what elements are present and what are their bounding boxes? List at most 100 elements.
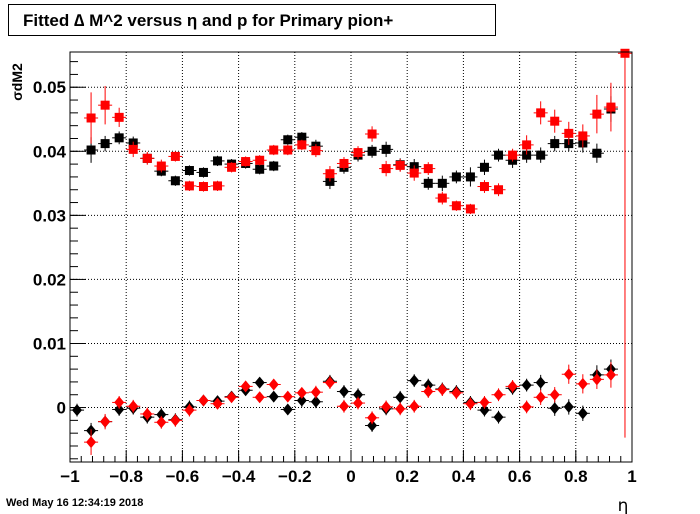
data-point — [84, 92, 99, 144]
data-point — [421, 385, 436, 398]
square-marker — [100, 139, 110, 149]
diamond-marker — [142, 407, 153, 420]
data-point — [519, 135, 534, 155]
square-marker — [325, 169, 335, 179]
diamond-marker — [409, 400, 420, 413]
diamond-marker — [282, 390, 293, 403]
square-marker — [409, 168, 419, 178]
data-point — [154, 415, 169, 429]
data-point — [463, 167, 478, 187]
data-point — [196, 167, 211, 178]
data-point — [505, 380, 520, 393]
diamond-marker — [493, 388, 504, 401]
square-marker — [437, 193, 447, 203]
square-marker — [367, 129, 377, 139]
square-marker — [494, 150, 504, 160]
x-tick-label: 0.2 — [395, 467, 419, 486]
data-point — [421, 162, 436, 175]
data-point — [379, 141, 394, 158]
square-marker — [198, 167, 208, 177]
data-point — [112, 107, 127, 127]
data-point — [238, 156, 253, 167]
square-marker — [536, 150, 546, 160]
diamond-marker — [577, 407, 588, 420]
data-point — [336, 157, 351, 170]
data-point — [252, 391, 267, 404]
data-point — [351, 396, 366, 410]
data-point — [182, 180, 197, 192]
data-point — [533, 101, 548, 125]
data-point — [182, 403, 197, 417]
diamond-marker — [338, 400, 349, 413]
data-point — [210, 180, 225, 192]
square-marker — [114, 112, 124, 122]
diamond-marker — [521, 400, 532, 413]
data-point — [575, 124, 590, 148]
square-marker — [184, 181, 194, 191]
diamond-marker — [549, 402, 560, 415]
square-marker — [564, 128, 574, 138]
data-point — [224, 391, 239, 404]
data-point — [519, 400, 534, 414]
diamond-marker — [535, 376, 546, 389]
square-marker — [522, 150, 532, 160]
data-point — [266, 144, 281, 156]
data-point — [547, 135, 562, 152]
data-point — [407, 165, 422, 181]
square-marker — [128, 144, 138, 154]
x-tick-label: −0.6 — [166, 467, 200, 486]
x-tick-label: −0.2 — [278, 467, 312, 486]
square-marker — [592, 109, 602, 119]
diamond-marker — [156, 416, 167, 429]
x-tick-label: 1 — [627, 467, 636, 486]
square-marker — [423, 178, 433, 188]
diamond-marker — [338, 385, 349, 398]
diamond-marker — [409, 374, 420, 387]
data-point — [421, 176, 436, 190]
data-point — [168, 413, 183, 427]
square-marker — [522, 140, 532, 150]
data-point — [266, 390, 281, 403]
square-marker — [241, 157, 251, 167]
diamond-marker — [100, 415, 111, 428]
data-point — [182, 165, 197, 176]
square-marker — [114, 133, 124, 143]
data-point — [252, 155, 267, 166]
x-tick-label: 0.8 — [564, 467, 588, 486]
data-point — [463, 397, 478, 411]
data-point — [365, 411, 380, 425]
series-4 — [84, 362, 618, 455]
data-point — [477, 396, 492, 409]
data-point — [561, 364, 576, 384]
data-point — [547, 387, 562, 403]
diamond-marker — [268, 378, 279, 391]
square-marker — [283, 145, 293, 155]
square-marker — [269, 145, 279, 155]
data-point — [294, 386, 309, 399]
square-marker — [367, 146, 377, 156]
data-point — [561, 121, 576, 145]
plot-frame — [69, 51, 633, 463]
data-point — [603, 82, 618, 132]
square-marker — [381, 144, 391, 154]
diamond-marker — [310, 395, 321, 408]
diamond-marker — [310, 386, 321, 399]
y-tick-label: 0.05 — [33, 78, 66, 97]
data-point — [140, 407, 155, 421]
square-marker — [156, 161, 166, 171]
square-marker — [170, 151, 180, 161]
tick-labels: −1 −0.8 −0.6 −0.4 −0.2 0 0.2 0.4 0.6 0.8 1 0 0.01 0.0… — [33, 78, 637, 486]
timestamp: Wed May 16 12:34:19 2018 — [6, 497, 144, 509]
diamond-marker — [114, 396, 125, 409]
data-point — [280, 403, 295, 416]
data-point — [365, 144, 380, 158]
y-tick-label: 0.01 — [33, 334, 66, 353]
data-point — [435, 191, 450, 205]
diamond-marker — [170, 414, 181, 427]
data-point — [322, 166, 337, 182]
data-point — [336, 385, 351, 398]
square-marker — [339, 158, 349, 168]
diamond-marker — [479, 404, 490, 417]
square-marker — [550, 116, 560, 126]
